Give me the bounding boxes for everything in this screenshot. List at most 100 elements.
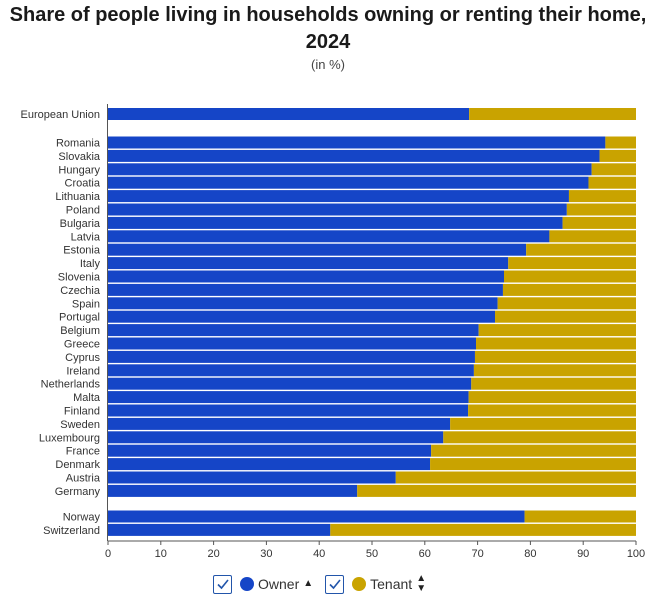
- category-label-sweden: Sweden: [60, 419, 100, 431]
- owner-color-dot: [240, 577, 254, 591]
- category-label-spain: Spain: [72, 298, 100, 310]
- category-label-luxembourg: Luxembourg: [39, 432, 100, 444]
- checkmark-icon: [329, 579, 341, 590]
- bar-tenant-cyprus: [474, 350, 636, 363]
- tenant-checkbox[interactable]: [325, 574, 345, 594]
- bar-tenant-austria: [395, 471, 636, 484]
- bar-tenant-spain: [497, 297, 636, 310]
- bar-tenant-norway: [524, 510, 636, 523]
- bar-tenant-finland: [468, 404, 636, 417]
- bar-tenant-estonia: [526, 243, 636, 256]
- category-label-lithuania: Lithuania: [55, 191, 101, 203]
- category-label-greece: Greece: [64, 339, 100, 351]
- legend-item-tenant[interactable]: Tenant ▲ ▼: [325, 574, 426, 594]
- bar-tenant-switzerland: [330, 523, 636, 536]
- category-label-slovenia: Slovenia: [58, 272, 101, 284]
- bar-tenant-malta: [468, 391, 636, 404]
- category-label-norway: Norway: [63, 512, 101, 524]
- bar-owner-france: [108, 444, 432, 457]
- bar-tenant-ireland: [473, 364, 636, 377]
- category-label-portugal: Portugal: [59, 312, 100, 324]
- bar-owner-switzerland: [108, 523, 331, 536]
- bar-tenant-luxembourg: [443, 431, 636, 444]
- bar-owner-austria: [108, 471, 396, 484]
- bar-tenant-sweden: [450, 417, 636, 430]
- bar-owner-malta: [108, 391, 469, 404]
- category-label-poland: Poland: [66, 205, 100, 217]
- category-label-netherlands: Netherlands: [41, 379, 101, 391]
- category-label-malta: Malta: [73, 392, 101, 404]
- category-label-belgium: Belgium: [60, 325, 100, 337]
- chart-subtitle: (in %): [311, 57, 345, 72]
- category-label-denmark: Denmark: [55, 459, 100, 471]
- bar-owner-spain: [108, 297, 498, 310]
- x-tick-label-60: 60: [419, 548, 431, 560]
- bar-owner-latvia: [108, 230, 550, 243]
- chart-title: Share of people living in households own…: [9, 4, 647, 53]
- bar-tenant-slovenia: [504, 270, 636, 283]
- x-tick-label-50: 50: [366, 548, 378, 560]
- bar-owner-sweden: [108, 417, 451, 430]
- sort-up-icon[interactable]: ▲: [303, 578, 314, 589]
- x-tick-label-40: 40: [313, 548, 325, 560]
- bar-owner-norway: [108, 510, 525, 523]
- category-label-estonia: Estonia: [63, 245, 101, 257]
- legend-label-owner: Owner: [258, 576, 300, 592]
- bar-owner-bulgaria: [108, 216, 563, 229]
- x-tick-label-0: 0: [105, 548, 111, 560]
- bar-tenant-slovakia: [599, 149, 636, 162]
- bar-owner-luxembourg: [108, 431, 444, 444]
- bar-owner-slovenia: [108, 270, 504, 283]
- category-label-czechia: Czechia: [60, 285, 101, 297]
- category-label-france: France: [66, 446, 100, 458]
- x-tick-label-30: 30: [260, 548, 272, 560]
- bar-tenant-france: [431, 444, 636, 457]
- bar-owner-cyprus: [108, 350, 475, 363]
- x-tick-label-100: 100: [627, 548, 645, 560]
- bar-owner-portugal: [108, 310, 496, 323]
- bar-owner-lithuania: [108, 190, 569, 203]
- bar-owner-greece: [108, 337, 477, 350]
- legend-item-owner[interactable]: Owner ▲: [213, 574, 314, 594]
- x-tick-label-90: 90: [577, 548, 589, 560]
- bar-tenant-poland: [566, 203, 636, 216]
- category-label-ireland: Ireland: [66, 365, 100, 377]
- category-label-italy: Italy: [80, 258, 101, 270]
- legend-label-tenant: Tenant: [370, 576, 413, 592]
- category-label-austria: Austria: [66, 473, 101, 485]
- bar-tenant-lithuania: [568, 190, 636, 203]
- bar-tenant-italy: [508, 257, 636, 270]
- category-label-finland: Finland: [64, 406, 100, 418]
- category-label-latvia: Latvia: [71, 231, 101, 243]
- category-label-croatia: Croatia: [65, 178, 101, 190]
- owner-checkbox[interactable]: [213, 574, 232, 594]
- x-tick-label-10: 10: [155, 548, 167, 560]
- legend: Owner ▲ Tenant ▲ ▼: [213, 572, 438, 596]
- bar-tenant-hungary: [591, 163, 636, 176]
- bar-owner-belgium: [108, 324, 479, 337]
- bar-owner-poland: [108, 203, 567, 216]
- category-label-germany: Germany: [55, 486, 101, 498]
- bar-tenant-bulgaria: [562, 216, 636, 229]
- x-tick-label-70: 70: [471, 548, 483, 560]
- bar-tenant-denmark: [430, 458, 636, 471]
- bar-owner-hungary: [108, 163, 592, 176]
- bar-tenant-netherlands: [471, 377, 636, 390]
- bar-owner-romania: [108, 136, 606, 149]
- category-label-switzerland: Switzerland: [43, 525, 100, 537]
- bar-owner-italy: [108, 257, 509, 270]
- bar-tenant-greece: [476, 337, 636, 350]
- bar-tenant-portugal: [495, 310, 636, 323]
- bar-owner-croatia: [108, 176, 589, 189]
- category-label-hungary: Hungary: [58, 164, 100, 176]
- x-tick-label-80: 80: [524, 548, 536, 560]
- bar-owner-czechia: [108, 283, 503, 296]
- bar-tenant-belgium: [478, 324, 636, 337]
- bar-tenant-germany: [357, 484, 636, 497]
- bar-owner-germany: [108, 484, 358, 497]
- bar-owner-netherlands: [108, 377, 472, 390]
- sort-up-down-icon[interactable]: ▲ ▼: [416, 573, 427, 594]
- bar-owner-ireland: [108, 364, 474, 377]
- bar-owner-denmark: [108, 458, 431, 471]
- checkmark-icon: [216, 579, 229, 590]
